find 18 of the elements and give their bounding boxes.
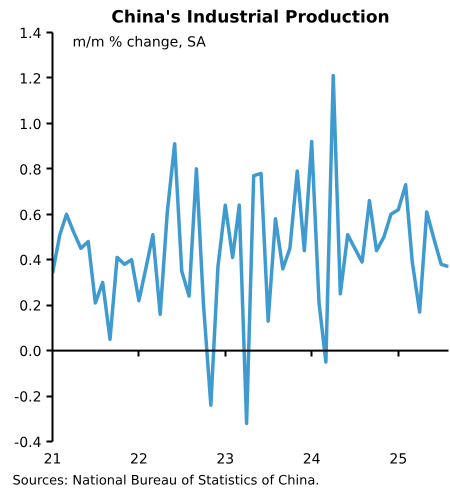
y-tick-label: 1.4 [19, 26, 42, 42]
y-tick-label: 1.2 [19, 71, 42, 88]
y-tick-label: 1.0 [19, 116, 42, 133]
y-tick-label: -0.2 [14, 390, 42, 406]
chart-title: China's Industrial Production [111, 8, 390, 28]
source-note: Sources: National Bureau of Statistics of China. [12, 474, 320, 488]
y-tick-label: 0.2 [19, 298, 42, 315]
x-tick-label: 25 [389, 452, 408, 468]
y-tick-label: 0.6 [19, 208, 42, 224]
x-tick-label: 23 [216, 452, 234, 468]
y-tick-label: -0.4 [14, 435, 42, 451]
y-tick-label: 0.8 [19, 162, 42, 178]
y-tick-label: 0.4 [19, 253, 42, 270]
y-tick-label: 0.0 [19, 344, 42, 360]
x-tick-label: 22 [130, 452, 148, 468]
x-tick-label: 24 [302, 452, 321, 468]
x-tick-label: 21 [44, 452, 62, 468]
y-axis-title: m/m % change, SA [72, 34, 206, 50]
